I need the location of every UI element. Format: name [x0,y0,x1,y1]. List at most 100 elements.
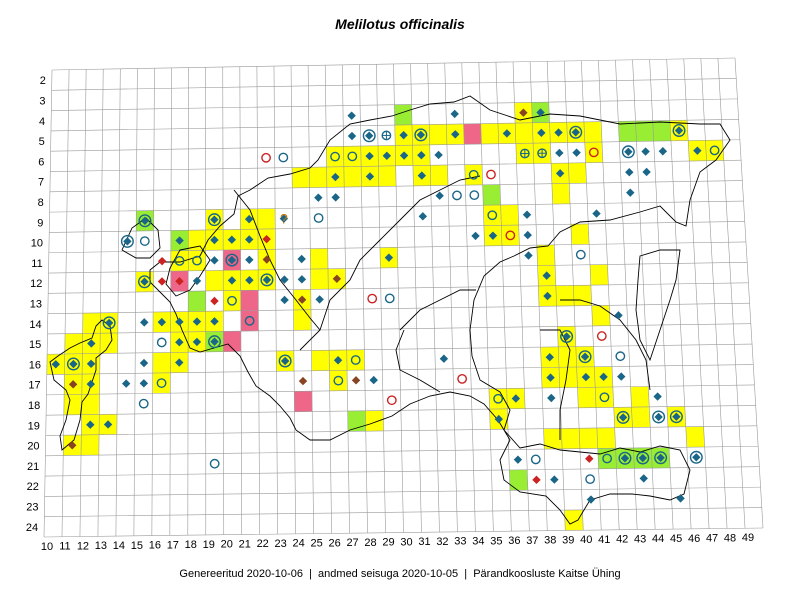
row-label-21: 21 [27,461,39,473]
diamond-marker-31-9 [418,212,428,221]
pink-cell-21-14 [240,310,259,332]
row-label-18: 18 [28,400,40,412]
grid-vline [61,69,70,537]
diamond_circle-marker-23-16 [278,354,292,368]
yellow-cell-16-17 [152,372,171,394]
circle-marker-27-6 [347,151,358,162]
grid-vline [239,66,243,535]
grid-vline [444,63,458,532]
grid-vline [461,62,476,532]
row-label-8: 8 [38,197,44,209]
yellow-cell-28-19 [365,410,384,432]
yellow-cell-40-13 [573,285,592,306]
circle-marker-48-6 [709,145,720,156]
diamond-marker-10-16 [51,360,60,369]
diamond-marker-24-11 [297,254,306,264]
yellow-cell-32-5 [429,124,447,145]
footer-data-state: andmed seisuga 2020-10-05 [318,568,459,580]
diamond-marker-15-17 [139,379,149,388]
circle-marker-15-18 [138,398,149,409]
yellow-cell-16-16 [152,352,171,374]
question-mark-label: ? [280,211,288,227]
grid-hline [45,445,759,457]
yellow-cell-29-7 [378,165,397,187]
grid-vline [529,61,548,531]
col-label-11: 11 [59,541,70,553]
circle_plus-marker-29-5 [381,130,392,141]
grid-vline [273,66,278,535]
diamond-marker-38-17 [546,373,555,382]
diamond-marker-19-13 [210,296,219,306]
yellow-cell-39-20 [561,428,580,449]
grid-hline [50,139,740,152]
coastline-west-islands [49,319,113,451]
circle-marker-16-15 [156,337,167,348]
yellow-cell-35-9 [483,204,502,226]
yellow-cell-39-24 [564,509,584,531]
col-label-36: 36 [508,535,520,547]
diamond_circle-marker-14-10 [120,234,134,248]
green-cell-41-21 [597,448,617,469]
circle-marker-26-17 [333,375,344,386]
occurrence-markers: ? [51,108,720,504]
diamond_circle-marker-43-21 [636,451,650,465]
diamond_circle-marker-22-12 [260,273,274,287]
yellow-cell-41-14 [591,305,611,326]
row-label-19: 19 [28,420,40,432]
circle-marker-23-6 [278,152,289,163]
diamond-marker-38-13 [543,291,552,301]
yellow-cell-39-13 [555,285,575,307]
grid-hline [50,159,742,172]
diamond_circle-marker-46-21 [689,450,703,464]
yellow-cell-40-10 [570,223,590,245]
circle-marker-33-17 [457,373,468,384]
diamond_circle-marker-39-15 [560,330,574,344]
yellow-cell-26-17 [329,370,348,391]
yellow-cell-35-5 [480,123,499,145]
grid-hline [48,241,746,254]
grid-vline [341,64,350,534]
circle-marker-20-13 [227,295,237,306]
grid-vline [615,60,638,530]
diamond-marker-18-12 [192,276,202,286]
col-label-37: 37 [526,535,538,547]
circle-marker-16-17 [156,378,167,388]
diamond-marker-11-17 [68,380,78,389]
coastline-mainland-west [149,95,731,525]
circle-marker-29-18 [386,395,397,406]
circle-marker-21-14 [244,315,255,326]
col-label-43: 43 [634,533,646,545]
yellow-cell-27-6 [343,146,362,167]
axis-labels: 2345678910111213141516171819202122232410… [26,75,754,553]
col-label-49: 49 [742,532,754,544]
green-cell-45-5 [652,120,671,142]
yellow-cell-38-11 [536,244,556,266]
circle-marker-19-21 [209,458,220,469]
row-label-22: 22 [27,481,39,493]
circle-marker-26-6 [330,151,340,162]
diamond_circle-marker-15-12 [138,275,152,289]
yellow-cell-12-20 [81,434,100,456]
diamond-marker-36-21 [513,455,523,464]
diamond-marker-25-13 [315,295,324,304]
diamond-marker-27-17 [351,376,361,385]
circle-marker-41-18 [599,392,610,403]
diamond-marker-26-12 [332,274,342,284]
diamond_circle-marker-19-15 [208,335,222,349]
row-label-11: 11 [31,258,42,270]
diamond-marker-43-22 [639,474,648,483]
col-label-34: 34 [472,535,484,547]
grid-vline [169,67,172,536]
grid-hline [45,466,760,477]
lake-peipsi [635,249,681,362]
diamond-marker-33-4 [450,109,459,119]
diamond_circle-marker-46-5 [672,124,686,138]
diamond-marker-27-5 [347,131,357,141]
diamond-marker-40-6 [572,148,581,157]
yellow-cell-26-6 [326,146,344,167]
diamond-marker-22-11 [262,255,271,264]
circle-marker-27-16 [350,355,361,365]
row-label-2: 2 [40,75,46,87]
diamond-marker-38-22 [550,475,559,484]
